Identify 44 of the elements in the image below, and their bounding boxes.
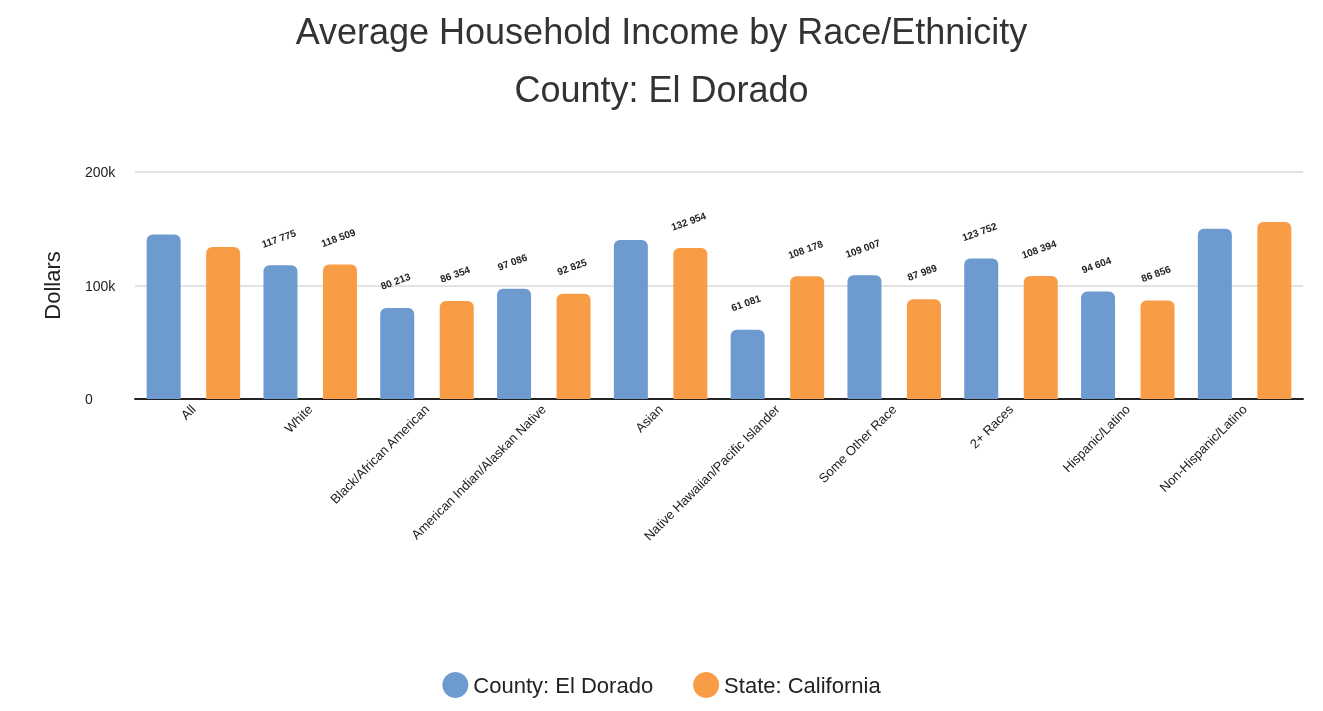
legend-label: County: El Dorado <box>473 672 654 698</box>
bar <box>790 276 825 399</box>
bar <box>556 293 591 399</box>
data-label: 108 178 <box>786 238 825 261</box>
bar <box>906 299 941 399</box>
bar <box>1257 221 1292 399</box>
data-label: 123 752 <box>960 220 999 244</box>
bar <box>613 240 648 399</box>
bar <box>1197 228 1232 399</box>
x-tick-label: All <box>177 401 199 423</box>
y-tick-label: 0 <box>85 391 93 407</box>
legend-label: State: California <box>724 672 882 698</box>
bar <box>439 300 474 399</box>
bar <box>380 307 415 399</box>
data-label: 132 954 <box>669 209 708 233</box>
data-label: 109 007 <box>843 237 883 260</box>
data-label: 86 354 <box>438 263 472 285</box>
y-tick-label: 200k <box>85 164 117 180</box>
bar <box>1023 275 1058 399</box>
data-label: 92 825 <box>555 256 589 278</box>
y-axis-title: Dollars <box>39 251 65 320</box>
bar <box>322 264 357 399</box>
bar <box>964 258 999 399</box>
data-label: 86 856 <box>1139 263 1173 285</box>
chart-subtitle: County: El Dorado <box>514 68 809 110</box>
bar <box>206 246 241 399</box>
bar <box>146 234 181 399</box>
y-tick-label: 100k <box>85 277 117 294</box>
bar <box>263 265 298 399</box>
data-label: 97 086 <box>496 251 529 273</box>
bar <box>1081 291 1116 399</box>
data-label: 118 509 <box>319 226 358 250</box>
data-label: 108 394 <box>1020 237 1059 261</box>
bar <box>847 275 882 399</box>
bar <box>730 329 765 399</box>
data-label: 94 604 <box>1080 254 1113 276</box>
bar <box>673 248 708 399</box>
data-label: 80 213 <box>379 270 413 292</box>
data-label: 117 775 <box>260 227 298 250</box>
bar <box>1140 300 1175 399</box>
bar <box>497 288 532 399</box>
data-label: 87 989 <box>905 261 939 283</box>
chart-title: Average Household Income by Race/Ethnicity <box>295 10 1028 52</box>
data-label: 61 081 <box>729 292 763 314</box>
